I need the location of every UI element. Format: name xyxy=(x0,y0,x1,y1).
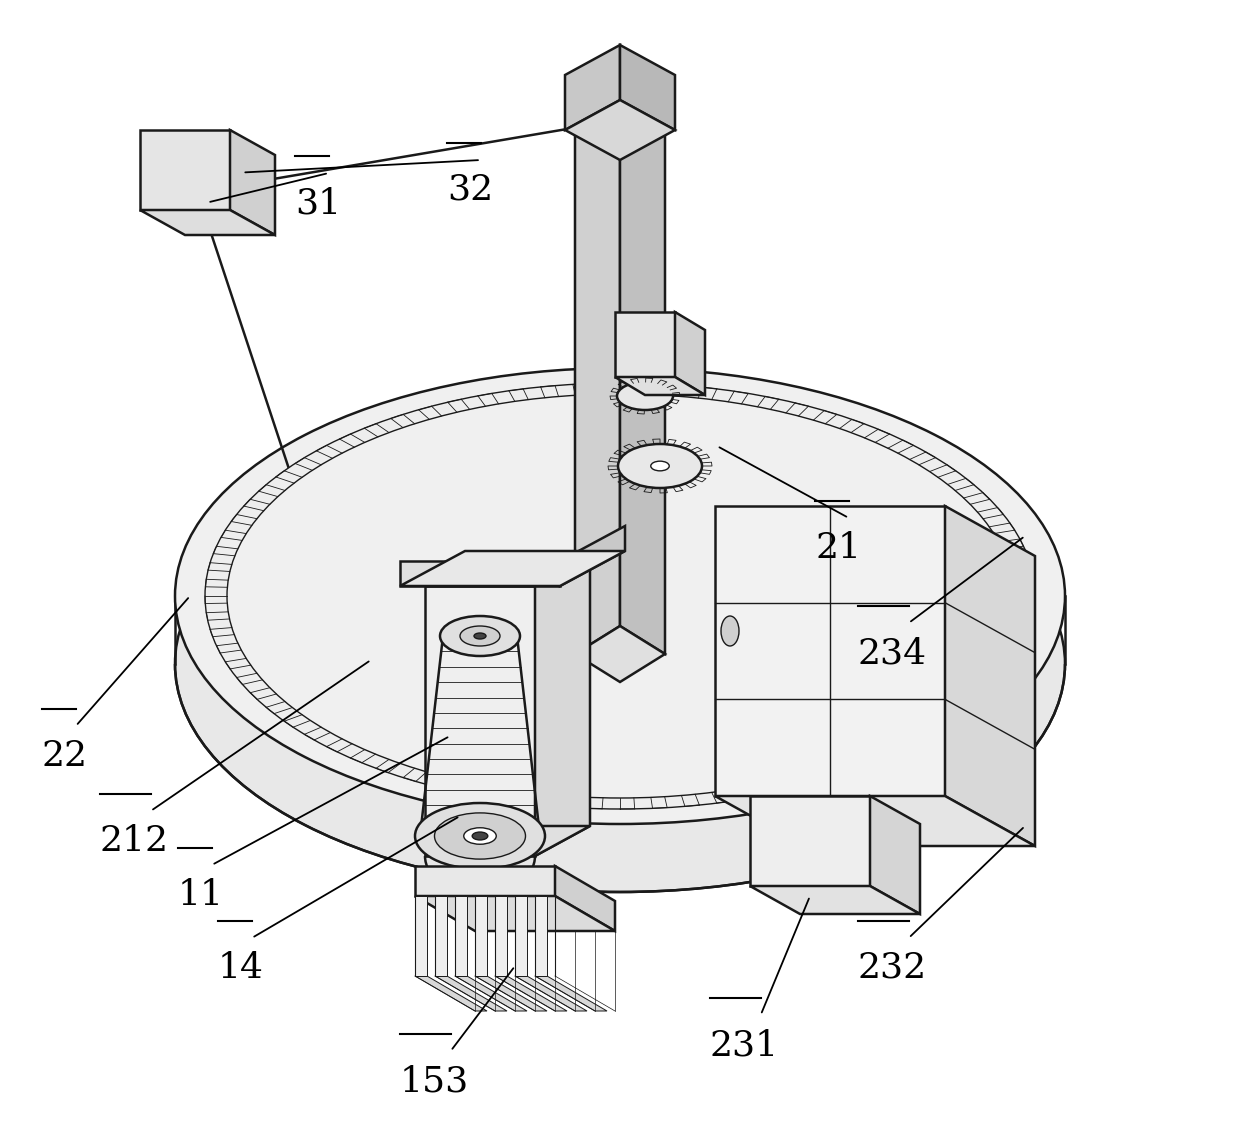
Polygon shape xyxy=(475,896,487,976)
Ellipse shape xyxy=(651,462,670,471)
Polygon shape xyxy=(435,976,507,1011)
Polygon shape xyxy=(401,551,625,586)
Polygon shape xyxy=(565,45,620,129)
Polygon shape xyxy=(495,976,567,1011)
Polygon shape xyxy=(750,796,870,886)
Polygon shape xyxy=(556,866,615,931)
Polygon shape xyxy=(515,896,527,976)
Polygon shape xyxy=(475,976,547,1011)
Text: 14: 14 xyxy=(218,951,264,985)
Text: 32: 32 xyxy=(446,173,494,207)
Polygon shape xyxy=(435,896,446,976)
Polygon shape xyxy=(415,976,487,1011)
Polygon shape xyxy=(455,976,527,1011)
Polygon shape xyxy=(945,506,1035,846)
Polygon shape xyxy=(495,896,507,976)
Text: 22: 22 xyxy=(42,739,88,774)
Ellipse shape xyxy=(618,382,673,410)
Ellipse shape xyxy=(460,626,500,646)
Ellipse shape xyxy=(205,383,1035,808)
Ellipse shape xyxy=(474,633,486,638)
Text: 232: 232 xyxy=(858,951,928,985)
Polygon shape xyxy=(620,45,675,129)
Ellipse shape xyxy=(434,813,526,859)
Ellipse shape xyxy=(472,832,487,840)
Polygon shape xyxy=(565,100,675,160)
Polygon shape xyxy=(140,211,275,235)
Polygon shape xyxy=(715,796,1035,846)
Text: 11: 11 xyxy=(179,878,224,912)
Polygon shape xyxy=(415,896,427,976)
Polygon shape xyxy=(575,92,620,654)
Polygon shape xyxy=(229,129,275,235)
Polygon shape xyxy=(534,976,608,1011)
Text: 21: 21 xyxy=(815,531,861,565)
Text: 212: 212 xyxy=(100,824,169,858)
Polygon shape xyxy=(515,976,587,1011)
Text: 231: 231 xyxy=(711,1028,779,1062)
Ellipse shape xyxy=(415,803,546,869)
Polygon shape xyxy=(140,129,229,211)
Polygon shape xyxy=(715,506,945,796)
Polygon shape xyxy=(401,561,560,586)
Text: 234: 234 xyxy=(858,636,928,670)
Polygon shape xyxy=(425,586,534,856)
Polygon shape xyxy=(534,556,590,856)
Ellipse shape xyxy=(440,616,520,656)
Polygon shape xyxy=(455,896,467,976)
Polygon shape xyxy=(560,526,625,586)
Polygon shape xyxy=(415,896,615,931)
Polygon shape xyxy=(425,826,590,856)
Polygon shape xyxy=(534,896,547,976)
Polygon shape xyxy=(615,312,675,377)
Polygon shape xyxy=(675,312,706,395)
Text: 153: 153 xyxy=(401,1064,469,1098)
Ellipse shape xyxy=(175,436,1065,892)
Polygon shape xyxy=(615,377,706,395)
Polygon shape xyxy=(750,886,920,914)
Polygon shape xyxy=(620,92,665,654)
Text: 31: 31 xyxy=(295,186,341,220)
Ellipse shape xyxy=(720,616,739,646)
Ellipse shape xyxy=(227,394,1013,798)
Polygon shape xyxy=(870,796,920,914)
Ellipse shape xyxy=(618,444,702,488)
Ellipse shape xyxy=(175,368,1065,824)
Polygon shape xyxy=(415,866,556,896)
Ellipse shape xyxy=(464,828,496,844)
Polygon shape xyxy=(575,626,665,682)
